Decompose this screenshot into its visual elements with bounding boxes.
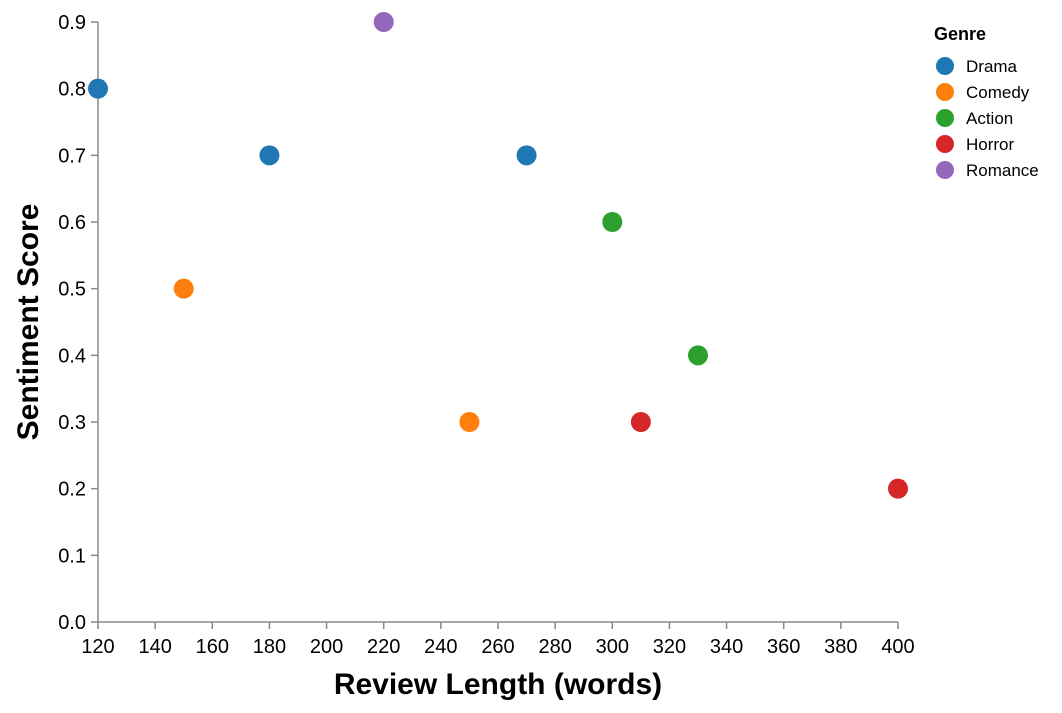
data-point-comedy	[459, 412, 480, 432]
data-point-horror	[888, 478, 908, 499]
x-tick-label: 360	[767, 636, 800, 658]
legend-label: Horror	[966, 135, 1015, 154]
x-tick-label: 340	[710, 636, 743, 658]
x-axis: 120 140 160 180 200 220 240 260 280 300 320 340 360 3…	[81, 621, 915, 658]
x-tick-label: 260	[481, 636, 514, 658]
y-tick-label: 0.6	[58, 212, 86, 234]
legend-label: Drama	[966, 57, 1018, 76]
data-point-action	[688, 345, 708, 366]
data-point-comedy	[173, 278, 194, 299]
x-tick-label: 200	[310, 636, 343, 658]
legend-label: Action	[966, 109, 1013, 128]
legend-swatch	[936, 83, 954, 101]
y-tick-label: 0.3	[58, 412, 86, 434]
data-point-action	[602, 212, 623, 232]
x-tick-label: 180	[253, 636, 286, 658]
legend: Genre Drama Comedy Action Horror Romance	[934, 24, 1039, 180]
y-tick-label: 0.0	[58, 612, 86, 634]
data-point-drama	[259, 145, 280, 166]
x-tick-label: 140	[138, 636, 171, 658]
legend-item-comedy: Comedy	[936, 83, 1030, 102]
legend-item-action: Action	[936, 109, 1013, 128]
legend-title: Genre	[934, 24, 986, 44]
x-tick-label: 280	[538, 636, 571, 658]
legend-swatch	[936, 109, 954, 127]
x-tick-label: 160	[196, 636, 229, 658]
y-tick-label: 0.2	[58, 479, 86, 501]
y-tick-label: 0.5	[58, 279, 86, 301]
data-point-romance	[373, 12, 394, 32]
y-tick-label: 0.9	[58, 12, 86, 34]
x-tick-label: 400	[881, 636, 914, 658]
x-axis-title: Review Length (words)	[334, 668, 662, 701]
x-tick-label: 320	[653, 636, 686, 658]
legend-item-horror: Horror	[936, 135, 1015, 154]
y-tick-label: 0.4	[58, 345, 86, 367]
x-tick-label: 220	[367, 636, 400, 658]
data-points	[88, 12, 908, 499]
x-tick-label: 120	[81, 636, 114, 658]
legend-item-romance: Romance	[936, 161, 1039, 180]
legend-swatch	[936, 135, 954, 153]
legend-swatch	[936, 57, 954, 75]
y-axis-title: Sentiment Score	[12, 204, 45, 441]
data-point-horror	[630, 412, 651, 432]
y-tick-label: 0.7	[58, 145, 86, 167]
legend-items: Drama Comedy Action Horror Romance	[936, 57, 1039, 180]
x-tick-label: 380	[824, 636, 857, 658]
legend-label: Comedy	[966, 83, 1030, 102]
y-axis: 0.0 0.1 0.2 0.3 0.4 0.5 0.6 0.7 0.8 0.9	[58, 12, 99, 634]
data-point-drama	[516, 145, 537, 166]
legend-label: Romance	[966, 161, 1039, 180]
legend-item-drama: Drama	[936, 57, 1018, 76]
x-tick-label: 300	[596, 636, 629, 658]
y-tick-label: 0.8	[58, 79, 86, 101]
y-tick-label: 0.1	[58, 545, 86, 567]
x-tick-label: 240	[424, 636, 457, 658]
legend-swatch	[936, 161, 954, 179]
data-point-drama	[88, 78, 108, 99]
